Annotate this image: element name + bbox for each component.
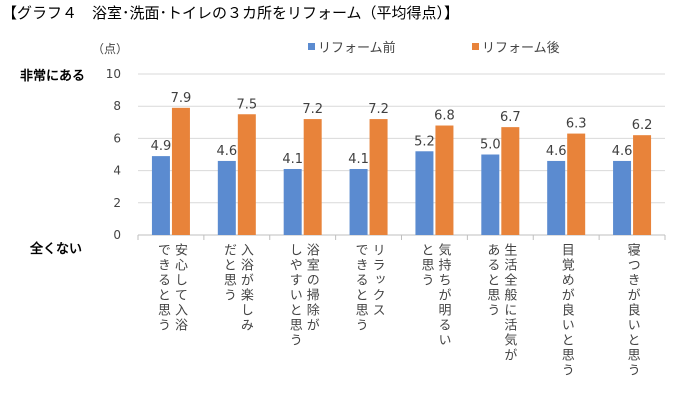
bar-before xyxy=(547,160,566,235)
bar-before xyxy=(481,154,500,235)
data-label: 6.8 xyxy=(434,109,455,124)
bar-after xyxy=(567,133,586,235)
bar-before xyxy=(283,168,302,235)
bar-before xyxy=(217,160,236,235)
category-label: 気持ちが明るい と思う xyxy=(418,243,451,348)
bar-after xyxy=(435,125,454,235)
bar-after xyxy=(369,119,388,235)
category-label: 安心して入浴 できると思う xyxy=(154,243,187,333)
category-label: 寝つきが良いと思う xyxy=(624,243,640,378)
legend-swatch-before xyxy=(308,43,315,50)
legend-swatch-after xyxy=(472,43,479,50)
data-label: 7.2 xyxy=(368,102,389,117)
legend-label-after: リフォーム後 xyxy=(482,41,560,56)
data-label: 5.2 xyxy=(414,134,435,149)
y-tick-label: 2 xyxy=(113,196,121,210)
data-label: 4.1 xyxy=(348,152,369,167)
data-label: 7.5 xyxy=(236,97,257,112)
data-label: 7.2 xyxy=(302,102,323,117)
bar-after xyxy=(633,135,652,235)
y-top-label: 非常にある xyxy=(20,69,86,84)
legend-item-before: リフォーム前 xyxy=(308,37,396,56)
bar-before xyxy=(415,151,434,235)
data-label: 4.9 xyxy=(151,139,172,154)
category-label: 目覚めが良いと思う xyxy=(558,243,574,378)
category-label: 生活全般に活気が あると思う xyxy=(484,243,517,363)
y-tick-label: 10 xyxy=(106,67,121,81)
data-label: 6.2 xyxy=(632,118,653,133)
legend-item-after: リフォーム後 xyxy=(472,37,560,56)
data-label: 4.6 xyxy=(216,144,237,159)
y-tick-label: 8 xyxy=(113,99,121,113)
data-label: 6.7 xyxy=(500,110,521,125)
y-tick-label: 4 xyxy=(113,164,121,178)
chart-title: 【グラフ４ 浴室･洗面･トイレの３カ所をリフォーム（平均得点）】 xyxy=(2,4,460,22)
category-label: 浴室の掃除が しやすいと思う xyxy=(286,243,319,348)
data-label: 4.6 xyxy=(612,144,633,159)
bar-after xyxy=(303,119,322,235)
data-label: 7.9 xyxy=(171,91,192,106)
category-label: 入浴が楽しみ だと思う xyxy=(220,243,253,333)
bar-before xyxy=(349,168,368,235)
bar-after xyxy=(237,114,256,235)
category-label: リラックス できると思う xyxy=(352,243,385,333)
y-axis-unit: （点） xyxy=(92,42,129,56)
data-label: 5.0 xyxy=(480,138,501,153)
y-tick-label: 0 xyxy=(113,228,121,242)
data-label: 4.1 xyxy=(282,152,303,167)
data-label: 6.3 xyxy=(566,117,587,132)
y-tick-label: 6 xyxy=(113,131,121,145)
bar-before xyxy=(151,156,170,235)
legend-label-before: リフォーム前 xyxy=(318,41,396,56)
bar-after xyxy=(501,127,520,235)
y-bottom-label: 全くない xyxy=(30,242,83,257)
bar-after xyxy=(171,107,190,235)
data-label: 4.6 xyxy=(546,144,567,159)
bar-before xyxy=(613,160,632,235)
